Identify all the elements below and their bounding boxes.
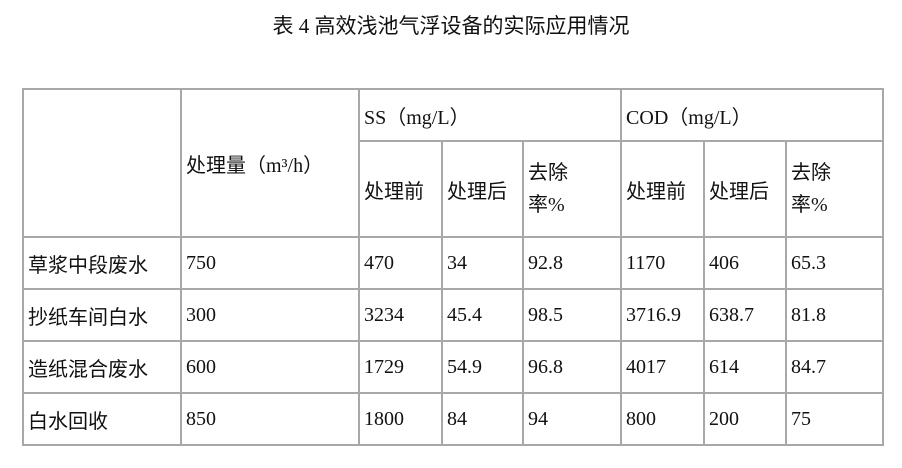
row-label: 造纸混合废水 <box>22 340 182 394</box>
header-cell <box>22 88 182 238</box>
data-cell: 65.3 <box>785 236 885 290</box>
data-table: 处理量（m³/h） SS（mg/L） COD（mg/L） 处理前 处理后 去除率% 处… <box>22 88 885 446</box>
data-row: 抄纸车间白水 300 3234 45.4 98.5 3716.9 638.7 81.8 <box>22 288 885 342</box>
data-cell: 614 <box>703 340 788 394</box>
header-cell: 去除率% <box>521 140 623 238</box>
data-cell: 84.7 <box>785 340 885 394</box>
data-cell: 1800 <box>358 392 443 446</box>
data-cell: 94 <box>521 392 623 446</box>
data-cell: 750 <box>180 236 360 290</box>
data-cell: 200 <box>703 392 788 446</box>
header-cell: 去除率% <box>785 140 885 238</box>
header-cell: 处理前 <box>620 140 706 238</box>
header-text: 去除率% <box>791 162 832 216</box>
data-cell: 54.9 <box>441 340 524 394</box>
data-cell: 75 <box>785 392 885 446</box>
header-text: 去除率% <box>528 162 568 216</box>
data-row: 草浆中段废水 750 470 34 92.8 1170 406 65.3 <box>22 236 885 290</box>
header-cell: 处理前 <box>358 140 443 238</box>
data-cell: 800 <box>620 392 706 446</box>
data-cell: 96.8 <box>521 340 623 394</box>
header-row: 处理前 处理后 去除率% 处理前 处理后 去除率% <box>23 140 885 238</box>
data-cell: 4017 <box>620 340 706 394</box>
data-cell: 98.5 <box>521 288 623 342</box>
data-cell: 470 <box>358 236 443 290</box>
header-row: 处理量（m³/h） SS（mg/L） COD（mg/L） <box>22 88 885 238</box>
data-cell: 34 <box>441 236 524 290</box>
data-cell: 3716.9 <box>620 288 706 342</box>
header-text: 处理后 <box>447 180 507 203</box>
table-body: 处理量（m³/h） SS（mg/L） COD（mg/L） 处理前 处理后 去除率% 处… <box>22 88 885 446</box>
data-cell: 84 <box>441 392 524 446</box>
data-cell: 406 <box>703 236 788 290</box>
table-title: 表 4 高效浅池气浮设备的实际应用情况 <box>272 14 630 38</box>
data-row: 白水回收 850 1800 84 94 800 200 75 <box>22 392 885 446</box>
header-cell: SS（mg/L） <box>357 88 623 142</box>
row-label: 白水回收 <box>22 392 182 446</box>
header-cell: 处理量（m³/h） <box>180 88 360 238</box>
data-cell: 1170 <box>620 236 706 290</box>
data-cell: 600 <box>180 340 360 394</box>
data-cell: 638.7 <box>703 288 788 342</box>
data-cell: 81.8 <box>785 288 885 342</box>
header-text: 处理后 <box>709 180 770 203</box>
data-cell: 300 <box>180 288 360 342</box>
header-text: 处理前 <box>364 180 424 203</box>
row-label: 抄纸车间白水 <box>22 288 182 342</box>
header-cell: COD（mg/L） <box>620 88 885 142</box>
data-cell: 1729 <box>358 340 443 394</box>
data-cell: 850 <box>180 392 360 446</box>
data-cell: 92.8 <box>521 236 623 290</box>
header-cell: 处理后 <box>703 140 788 238</box>
data-cell: 3234 <box>358 288 443 342</box>
header-cell: 处理后 <box>441 140 524 238</box>
data-cell: 45.4 <box>441 288 524 342</box>
data-row: 造纸混合废水 600 1729 54.9 96.8 4017 614 84.7 <box>22 340 885 394</box>
header-text: 处理前 <box>626 180 687 203</box>
row-label: 草浆中段废水 <box>22 236 182 290</box>
